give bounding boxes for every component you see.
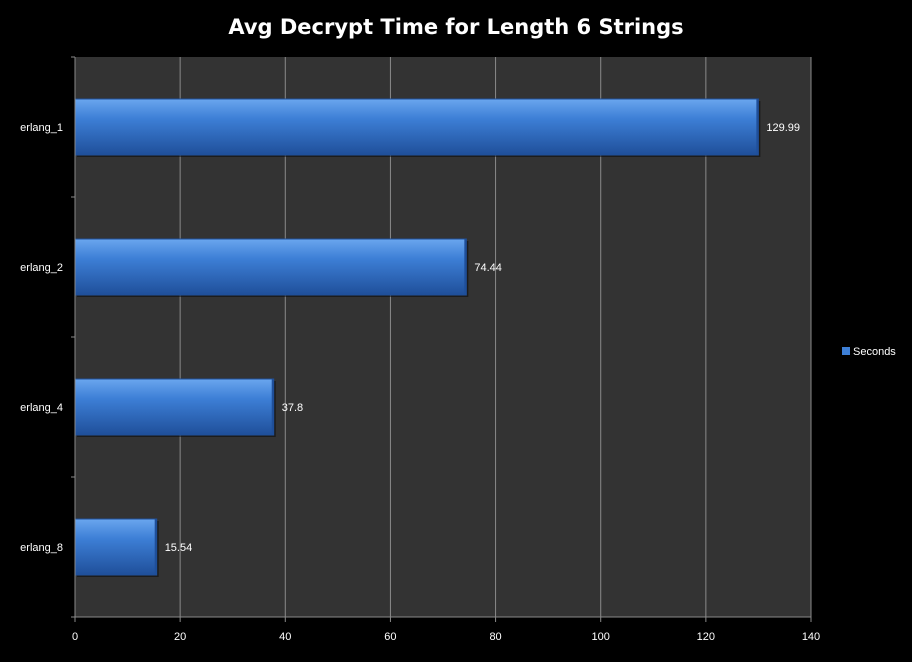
x-tick-label: 60 xyxy=(384,631,396,643)
axes: 0 20 40 60 80 100 120 140 erlang_1 erlang_2erlang… xyxy=(20,56,820,643)
category-label: erlang_2 xyxy=(20,262,63,274)
x-tick-label: 100 xyxy=(592,631,610,643)
x-tick-label: 20 xyxy=(174,631,186,643)
bar-end-bevel xyxy=(154,519,157,575)
category-label: erlang_1 xyxy=(20,122,63,134)
x-tick-label: 120 xyxy=(697,631,715,643)
bar xyxy=(74,98,759,156)
bar-end-bevel xyxy=(464,239,467,295)
legend: Seconds xyxy=(842,346,896,358)
bar-end-bevel xyxy=(756,99,759,155)
legend-label: Seconds xyxy=(853,346,896,358)
data-label: 74.44 xyxy=(474,262,502,274)
x-tick-label: 0 xyxy=(72,631,78,643)
data-label: 37.8 xyxy=(282,402,303,414)
data-label: 129.99 xyxy=(766,122,800,134)
bar xyxy=(74,518,158,576)
x-tick-label: 40 xyxy=(279,631,291,643)
category-label: erlang_4 xyxy=(20,402,63,414)
category-label: erlang_8 xyxy=(20,542,63,554)
data-label: 15.54 xyxy=(165,542,193,554)
chart-title: Avg Decrypt Time for Length 6 Strings xyxy=(228,15,683,39)
legend-swatch xyxy=(842,347,850,355)
x-tick-label: 140 xyxy=(802,631,820,643)
bars xyxy=(74,98,761,577)
data-labels: 129.99 74.44 37.8 15.54 xyxy=(165,122,800,554)
x-tick-label: 80 xyxy=(489,631,501,643)
bar xyxy=(74,378,275,436)
bar xyxy=(74,238,467,296)
bar-end-bevel xyxy=(271,379,274,435)
